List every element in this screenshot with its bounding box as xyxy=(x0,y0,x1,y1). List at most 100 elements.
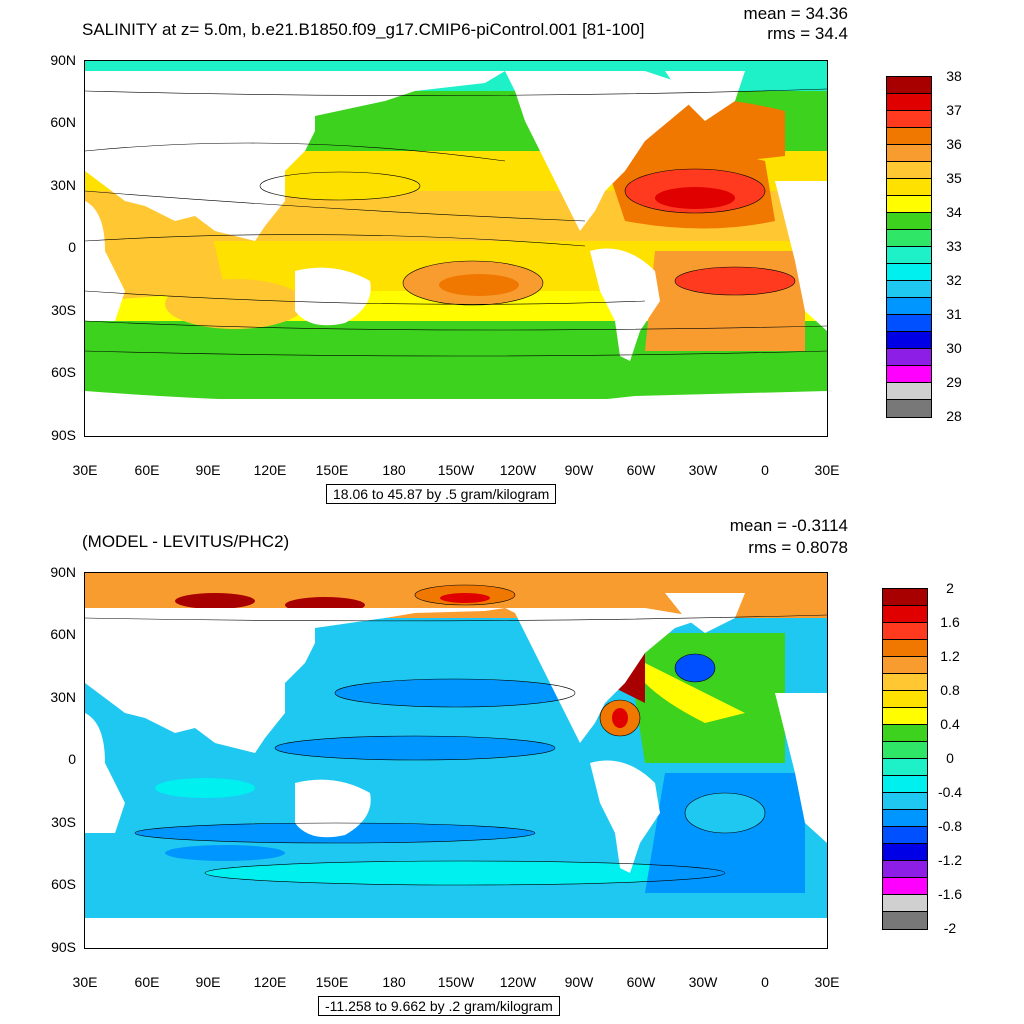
difference-panel: (MODEL - LEVITUS/PHC2) mean = -0.3114 rm… xyxy=(0,512,1024,1024)
lon-label: 150E xyxy=(315,462,349,478)
colorbar-swatch xyxy=(883,623,927,640)
colorbar-swatch xyxy=(883,895,927,912)
colorbar-label: 1.6 xyxy=(940,614,960,630)
colorbar-swatch xyxy=(887,366,931,383)
colorbar-label: 33 xyxy=(946,238,962,254)
colorbar-swatch xyxy=(883,742,927,759)
salinity-panel: SALINITY at z= 5.0m, b.e21.B1850.f09_g17… xyxy=(50,4,962,504)
lon-label: 60W xyxy=(626,974,656,990)
mean-stat: mean = 34.36 xyxy=(743,4,848,23)
colorbar-swatch xyxy=(887,281,931,298)
colorbar-label: 32 xyxy=(946,272,962,288)
colorbar-swatch xyxy=(883,708,927,725)
colorbar-swatch xyxy=(887,264,931,281)
colorbar-swatch xyxy=(887,94,931,111)
lon-label: 180 xyxy=(382,462,406,478)
colorbar-label: 29 xyxy=(946,374,962,390)
colorbar-swatch xyxy=(883,912,927,929)
colorbar-swatch xyxy=(887,179,931,196)
colorbar-swatch xyxy=(887,315,931,332)
contour-range-label: 18.06 to 45.87 by .5 gram/kilogram xyxy=(326,484,557,504)
colorbar-swatch xyxy=(887,298,931,315)
lon-label: 90W xyxy=(564,462,594,478)
difference-map-svg xyxy=(85,573,827,948)
lon-label: 60E xyxy=(134,974,160,990)
colorbar xyxy=(882,588,928,930)
lat-label: 90S xyxy=(51,939,76,955)
colorbar-swatch xyxy=(883,640,927,657)
lon-label: 150W xyxy=(437,974,475,990)
colorbar-swatch xyxy=(883,776,927,793)
colorbar-label: 30 xyxy=(946,340,962,356)
colorbar-label: 0.8 xyxy=(940,682,960,698)
colorbar-swatch xyxy=(887,77,931,94)
colorbar-swatch xyxy=(883,844,927,861)
colorbar-label: 35 xyxy=(946,170,962,186)
colorbar-swatch xyxy=(887,332,931,349)
lat-label: 60N xyxy=(50,114,76,130)
colorbar-label: -0.4 xyxy=(937,784,963,800)
colorbar-swatch xyxy=(883,725,927,742)
lon-label: 0 xyxy=(761,462,769,478)
colorbar-label: 38 xyxy=(946,68,962,84)
colorbar-swatch xyxy=(887,145,931,162)
lon-label: 120E xyxy=(253,462,287,478)
colorbar-swatch xyxy=(887,349,931,366)
colorbar-swatch xyxy=(887,383,931,400)
colorbar-label: -1.2 xyxy=(937,852,963,868)
lon-label: 60E xyxy=(134,462,160,478)
colorbar-label: -0.8 xyxy=(937,818,963,834)
colorbar xyxy=(886,76,932,418)
lat-label: 60N xyxy=(50,626,76,642)
colorbar-label: -1.6 xyxy=(937,886,963,902)
lat-label: 30S xyxy=(51,302,76,318)
lat-label: 90S xyxy=(51,427,76,443)
contour-range-label: -11.258 to 9.662 by .2 gram/kilogram xyxy=(318,996,560,1016)
colorbar-label: 37 xyxy=(946,102,962,118)
lon-label: 30W xyxy=(688,462,718,478)
lat-label: 30N xyxy=(50,689,76,705)
lon-label: 30W xyxy=(688,974,718,990)
colorbar-swatch xyxy=(883,589,927,606)
lon-label: 120W xyxy=(499,462,537,478)
colorbar-swatch xyxy=(887,400,931,417)
colorbar-swatch xyxy=(887,128,931,145)
colorbar-swatch xyxy=(887,162,931,179)
lon-label: 180 xyxy=(382,974,406,990)
lon-label: 30E xyxy=(72,462,98,478)
colorbar-swatch xyxy=(883,674,927,691)
colorbar-label: 36 xyxy=(946,136,962,152)
lat-label: 30N xyxy=(50,177,76,193)
rms-stat: rms = 0.8078 xyxy=(748,538,848,557)
panel-title: (MODEL - LEVITUS/PHC2) xyxy=(82,532,290,551)
lat-label: 90N xyxy=(50,52,76,68)
colorbar-swatch xyxy=(883,657,927,674)
difference-map xyxy=(84,572,828,949)
colorbar-swatch xyxy=(887,230,931,247)
lon-label: 60W xyxy=(626,462,656,478)
rms-stat: rms = 34.4 xyxy=(767,24,848,43)
colorbar-label: 28 xyxy=(946,408,962,424)
panel-title: SALINITY at z= 5.0m, b.e21.B1850.f09_g17… xyxy=(82,20,645,39)
salinity-map-svg xyxy=(85,61,827,436)
lon-label: 30E xyxy=(814,974,840,990)
colorbar-label: 0.4 xyxy=(940,716,960,732)
colorbar-swatch xyxy=(883,793,927,810)
salinity-map xyxy=(84,60,828,437)
colorbar-swatch xyxy=(887,196,931,213)
lon-label: 90W xyxy=(564,974,594,990)
colorbar-label: 34 xyxy=(946,204,962,220)
lat-label: 0 xyxy=(68,751,76,767)
colorbar-swatch xyxy=(883,861,927,878)
colorbar-swatch xyxy=(883,691,927,708)
lon-label: 150E xyxy=(315,974,349,990)
lon-label: 0 xyxy=(761,974,769,990)
lon-label: 90E xyxy=(195,974,221,990)
colorbar-label: 1.2 xyxy=(940,648,960,664)
colorbar-swatch xyxy=(883,878,927,895)
lon-label: 30E xyxy=(814,462,840,478)
lat-label: 60S xyxy=(51,364,76,380)
lon-label: 30E xyxy=(72,974,98,990)
lon-label: 90E xyxy=(195,462,221,478)
colorbar-swatch xyxy=(887,213,931,230)
